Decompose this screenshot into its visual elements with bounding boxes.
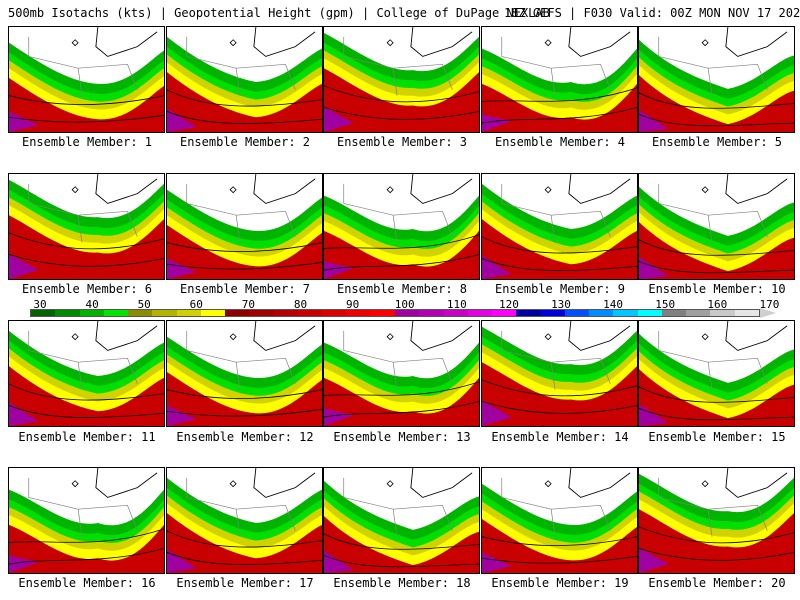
colorbar-swatch xyxy=(686,310,711,316)
ensemble-member-caption: Ensemble Member: 11 xyxy=(18,430,156,444)
ensemble-member-map xyxy=(638,467,795,574)
colorbar-swatch xyxy=(637,310,662,316)
colorbar-tick-label: 40 xyxy=(85,298,99,311)
ensemble-member-map xyxy=(323,467,480,574)
ensemble-member-caption: Ensemble Member: 19 xyxy=(491,576,629,590)
ensemble-member-map xyxy=(481,173,638,280)
colorbar-swatch xyxy=(710,310,735,316)
ensemble-member-caption: Ensemble Member: 1 xyxy=(21,135,153,149)
ensemble-member-caption: Ensemble Member: 16 xyxy=(18,576,156,590)
ensemble-member-map xyxy=(8,467,165,574)
colorbar-swatch xyxy=(516,310,541,316)
ensemble-member-caption: Ensemble Member: 14 xyxy=(491,430,629,444)
colorbar-tick-label: 50 xyxy=(137,298,151,311)
ensemble-member-map xyxy=(8,26,165,133)
colorbar-swatch xyxy=(734,310,759,316)
colorbar-swatch xyxy=(346,310,371,316)
ensemble-member-caption: Ensemble Member: 18 xyxy=(333,576,471,590)
colorbar-swatch xyxy=(103,310,129,316)
ensemble-member-map xyxy=(638,320,795,427)
ensemble-member-caption: Ensemble Member: 17 xyxy=(176,576,314,590)
colorbar-swatch xyxy=(661,310,687,316)
ensemble-member-map xyxy=(8,173,165,280)
ensemble-member-map xyxy=(481,26,638,133)
colorbar-swatch xyxy=(564,310,590,316)
colorbar-swatches xyxy=(30,309,760,317)
ensemble-member-map xyxy=(323,320,480,427)
ensemble-member-map xyxy=(323,26,480,133)
colorbar-tick-label: 120 xyxy=(498,298,519,311)
map-header: 500mb Isotachs (kts) | Geopotential Heig… xyxy=(8,6,800,20)
colorbar-swatch xyxy=(589,310,614,316)
colorbar-tick-label: 60 xyxy=(189,298,203,311)
colorbar-swatch xyxy=(55,310,80,316)
ensemble-member-caption: Ensemble Member: 7 xyxy=(179,282,311,296)
colorbar-swatch xyxy=(443,310,468,316)
colorbar-swatch xyxy=(273,310,298,316)
ensemble-member-caption: Ensemble Member: 4 xyxy=(494,135,626,149)
colorbar-labels: 30 40 50 60 70 80 90 100 110 120 130 140 150 160 170 xyxy=(0,298,800,312)
colorbar-swatch xyxy=(394,310,420,316)
colorbar-swatch xyxy=(297,310,323,316)
ensemble-member-caption: Ensemble Member: 2 xyxy=(179,135,311,149)
ensemble-member-caption: Ensemble Member: 3 xyxy=(336,135,468,149)
ensemble-member-map xyxy=(481,320,638,427)
colorbar-swatch xyxy=(79,310,104,316)
colorbar-swatch xyxy=(152,310,177,316)
ensemble-member-map xyxy=(166,26,323,133)
colorbar-tick-label: 160 xyxy=(707,298,728,311)
ensemble-member-caption: Ensemble Member: 13 xyxy=(333,430,471,444)
ensemble-member-caption: Ensemble Member: 20 xyxy=(648,576,786,590)
ensemble-member-caption: Ensemble Member: 15 xyxy=(648,430,786,444)
colorbar-tick-label: 100 xyxy=(394,298,415,311)
colorbar-swatch xyxy=(419,310,444,316)
colorbar-swatch xyxy=(176,310,201,316)
colorbar-swatch xyxy=(540,310,565,316)
colorbar-swatch xyxy=(31,310,56,316)
ensemble-member-map xyxy=(166,173,323,280)
colorbar-tick-label: 90 xyxy=(345,298,360,311)
colorbar-tick-label: 130 xyxy=(551,298,571,311)
ensemble-member-caption: Ensemble Member: 5 xyxy=(651,135,783,149)
colorbar-tick-label: 150 xyxy=(655,298,676,311)
colorbar-tick-label: 80 xyxy=(293,298,308,311)
colorbar-tick-label: 170 xyxy=(759,298,780,311)
ensemble-member-caption: Ensemble Member: 10 xyxy=(648,282,786,296)
colorbar-tick-label: 110 xyxy=(446,298,467,311)
ensemble-member-caption: Ensemble Member: 8 xyxy=(336,282,468,296)
header-valid-time: 18Z GEFS | F030 Valid: 00Z MON NOV 17 20… xyxy=(504,6,800,20)
colorbar-right-arrow xyxy=(760,308,776,318)
colorbar-tick-label: 30 xyxy=(33,298,47,311)
ensemble-member-map xyxy=(166,467,323,574)
colorbar-tick-label: 70 xyxy=(241,298,256,311)
ensemble-member-caption: Ensemble Member: 6 xyxy=(21,282,153,296)
colorbar-swatch xyxy=(322,310,347,316)
colorbar-swatch xyxy=(613,310,638,316)
ensemble-member-map xyxy=(166,320,323,427)
colorbar-swatch xyxy=(200,310,226,316)
colorbar-swatch xyxy=(492,310,517,316)
colorbar-tick-label: 140 xyxy=(603,298,624,311)
ensemble-member-map xyxy=(8,320,165,427)
ensemble-member-caption: Ensemble Member: 9 xyxy=(494,282,626,296)
colorbar-swatch xyxy=(225,310,250,316)
colorbar-swatch xyxy=(249,310,274,316)
colorbar-swatch xyxy=(128,310,153,316)
colorbar-left-arrow xyxy=(16,308,30,318)
ensemble-member-map xyxy=(638,26,795,133)
ensemble-member-map xyxy=(323,173,480,280)
ensemble-member-map xyxy=(638,173,795,280)
colorbar-swatch xyxy=(467,310,493,316)
ensemble-member-map xyxy=(481,467,638,574)
header-title: 500mb Isotachs (kts) | Geopotential Heig… xyxy=(8,6,550,20)
ensemble-member-caption: Ensemble Member: 12 xyxy=(176,430,314,444)
colorbar-swatch xyxy=(370,310,395,316)
